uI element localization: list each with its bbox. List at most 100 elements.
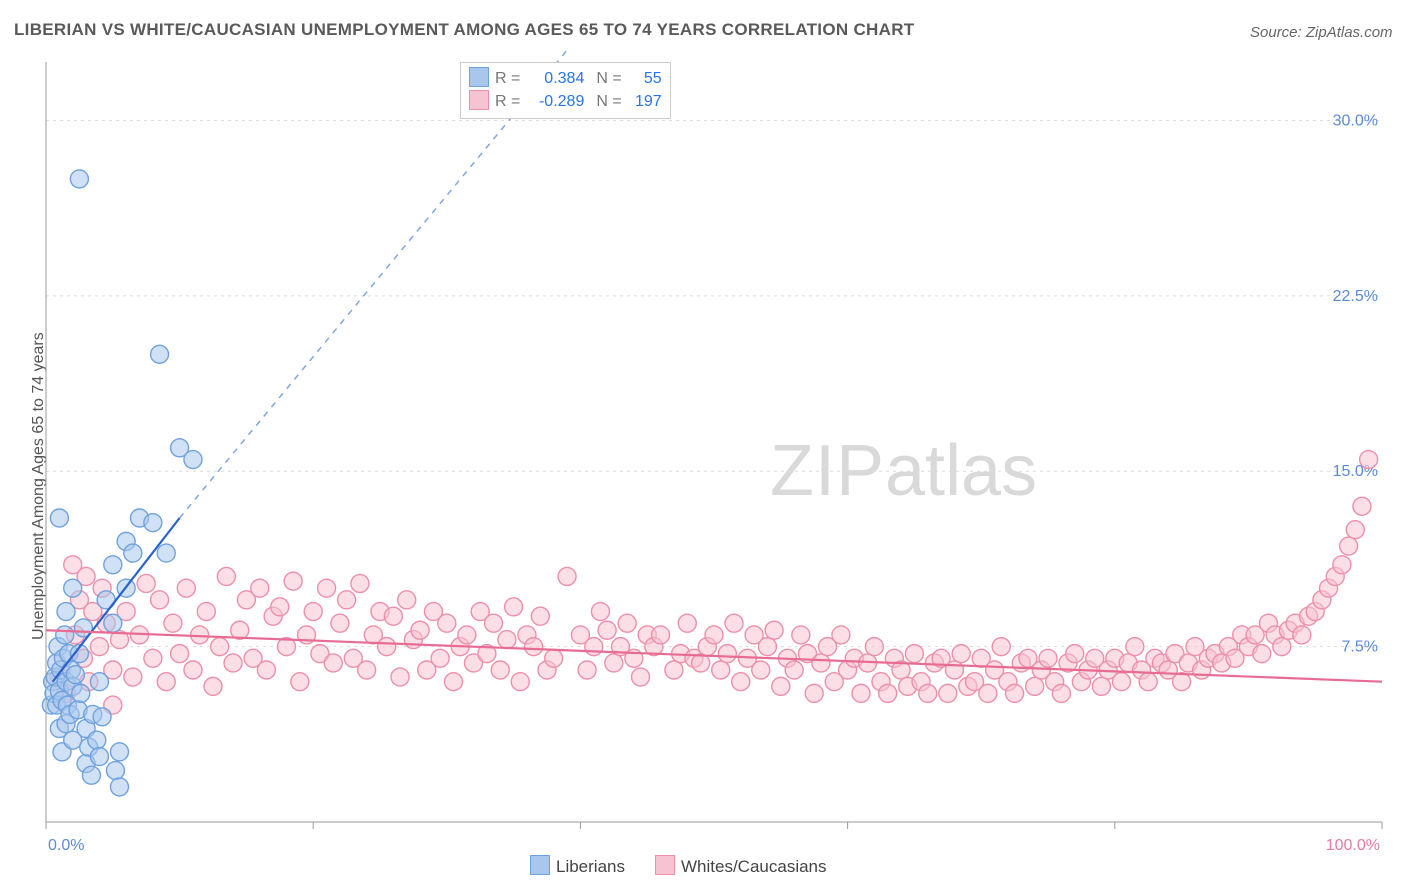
pink-point bbox=[224, 654, 242, 672]
pink-point bbox=[632, 668, 650, 686]
pink-point bbox=[411, 621, 429, 639]
y-tick-label: 22.5% bbox=[1333, 288, 1378, 305]
pink-point bbox=[505, 598, 523, 616]
pink-point bbox=[598, 621, 616, 639]
pink-point bbox=[1026, 677, 1044, 695]
pink-point bbox=[618, 614, 636, 632]
pink-point bbox=[331, 614, 349, 632]
pink-point bbox=[558, 567, 576, 585]
pink-point bbox=[678, 614, 696, 632]
n-label: N = bbox=[596, 70, 621, 87]
pink-point bbox=[1340, 537, 1358, 555]
blue-point bbox=[90, 673, 108, 691]
blue-point bbox=[50, 509, 68, 527]
blue-point bbox=[184, 451, 202, 469]
pink-point bbox=[992, 638, 1010, 656]
blue-point bbox=[110, 778, 128, 796]
n-value: 55 bbox=[626, 68, 662, 90]
pink-point bbox=[952, 645, 970, 663]
legend-swatch bbox=[655, 855, 675, 875]
pink-point bbox=[204, 677, 222, 695]
blue-point bbox=[88, 731, 106, 749]
pink-point bbox=[184, 661, 202, 679]
n-value: 197 bbox=[626, 91, 662, 113]
legend-label: Liberians bbox=[556, 857, 625, 876]
pink-point bbox=[905, 645, 923, 663]
pink-point bbox=[251, 579, 269, 597]
pink-point bbox=[1346, 521, 1364, 539]
blue-point bbox=[106, 762, 124, 780]
pink-point bbox=[358, 661, 376, 679]
blue-point bbox=[151, 345, 169, 363]
pink-point bbox=[197, 603, 215, 621]
blue-point bbox=[64, 579, 82, 597]
pink-point bbox=[732, 673, 750, 691]
pink-point bbox=[157, 673, 175, 691]
pink-point bbox=[1006, 684, 1024, 702]
pink-point bbox=[351, 574, 369, 592]
blue-point bbox=[66, 666, 84, 684]
pink-point bbox=[785, 661, 803, 679]
pink-point bbox=[531, 607, 549, 625]
stat-swatch bbox=[469, 67, 489, 87]
pink-point bbox=[979, 684, 997, 702]
pink-point bbox=[498, 631, 516, 649]
x-tick-label-min: 0.0% bbox=[48, 837, 84, 854]
legend-item: Liberians bbox=[530, 855, 625, 877]
legend-item: Whites/Caucasians bbox=[655, 855, 827, 877]
y-tick-label: 30.0% bbox=[1333, 112, 1378, 129]
blue-point bbox=[56, 626, 74, 644]
pink-point bbox=[211, 638, 229, 656]
pink-point bbox=[1112, 673, 1130, 691]
pink-point bbox=[1360, 451, 1378, 469]
pink-point bbox=[1039, 649, 1057, 667]
x-tick-label-max: 100.0% bbox=[1326, 837, 1380, 854]
y-tick-label: 7.5% bbox=[1342, 639, 1378, 656]
legend-swatch bbox=[530, 855, 550, 875]
blue-point bbox=[104, 556, 122, 574]
blue-point bbox=[90, 748, 108, 766]
pink-point bbox=[124, 668, 142, 686]
pink-point bbox=[1173, 673, 1191, 691]
pink-point bbox=[939, 684, 957, 702]
pink-point bbox=[217, 567, 235, 585]
pink-point bbox=[164, 614, 182, 632]
pink-point bbox=[1052, 684, 1070, 702]
pink-point bbox=[812, 654, 830, 672]
pink-point bbox=[758, 638, 776, 656]
pink-point bbox=[865, 638, 883, 656]
pink-point bbox=[398, 591, 416, 609]
blue-point bbox=[82, 766, 100, 784]
pink-point bbox=[805, 684, 823, 702]
legend: Liberians Whites/Caucasians bbox=[530, 855, 827, 877]
pink-point bbox=[444, 673, 462, 691]
pink-point bbox=[945, 661, 963, 679]
pink-point bbox=[1126, 638, 1144, 656]
pink-point bbox=[458, 626, 476, 644]
pink-point bbox=[137, 574, 155, 592]
pink-point bbox=[151, 591, 169, 609]
r-label: R = bbox=[495, 70, 520, 87]
chart-svg: 7.5%15.0%22.5%30.0%0.0%100.0% bbox=[0, 0, 1406, 892]
pink-point bbox=[284, 572, 302, 590]
pink-point bbox=[291, 673, 309, 691]
pink-point bbox=[879, 684, 897, 702]
pink-point bbox=[304, 603, 322, 621]
pink-point bbox=[324, 654, 342, 672]
r-value: 0.384 bbox=[524, 68, 584, 90]
pink-point bbox=[511, 673, 529, 691]
n-label: N = bbox=[596, 93, 621, 110]
pink-point bbox=[485, 614, 503, 632]
pink-point bbox=[718, 645, 736, 663]
pink-point bbox=[585, 638, 603, 656]
pink-point bbox=[752, 661, 770, 679]
legend-label: Whites/Caucasians bbox=[681, 857, 827, 876]
pink-point bbox=[491, 661, 509, 679]
blue-point bbox=[157, 544, 175, 562]
blue-point bbox=[72, 684, 90, 702]
pink-point bbox=[1092, 677, 1110, 695]
pink-point bbox=[391, 668, 409, 686]
blue-point bbox=[124, 544, 142, 562]
pink-point bbox=[1273, 638, 1291, 656]
pink-point bbox=[652, 626, 670, 644]
